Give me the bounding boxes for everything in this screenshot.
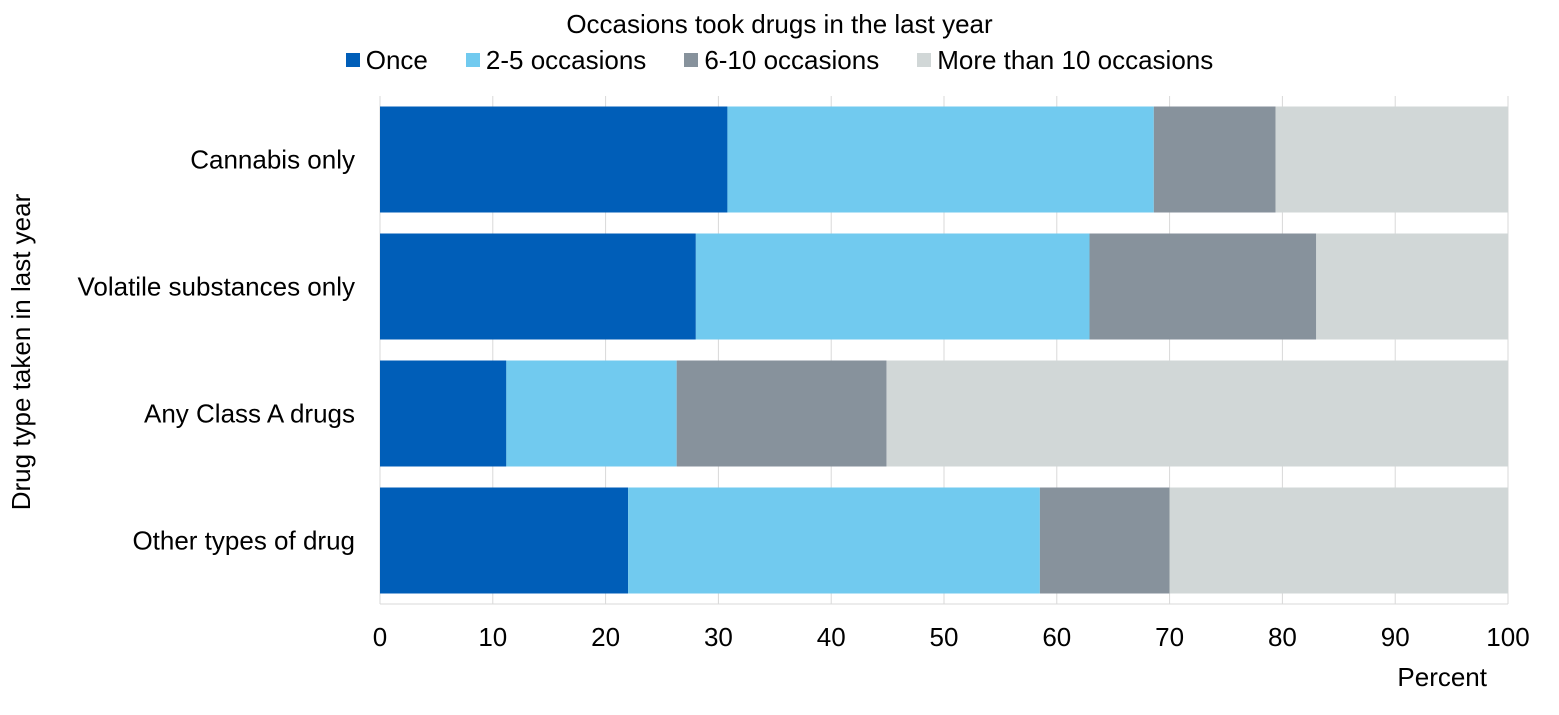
bar-segment bbox=[1039, 487, 1170, 594]
legend-item: 6-10 occasions bbox=[684, 44, 879, 76]
x-tick-label: 60 bbox=[1042, 622, 1071, 652]
x-tick-label: 40 bbox=[817, 622, 846, 652]
bar-segment bbox=[727, 106, 1154, 213]
category-label: Other types of drug bbox=[132, 526, 355, 556]
legend-swatch bbox=[465, 53, 480, 67]
bar-segment bbox=[1275, 106, 1508, 213]
x-tick-label: 70 bbox=[1155, 622, 1184, 652]
category-label: Any Class A drugs bbox=[144, 399, 355, 429]
x-tick-label: 50 bbox=[930, 622, 959, 652]
x-tick-label: 90 bbox=[1381, 622, 1410, 652]
x-tick-label: 30 bbox=[704, 622, 733, 652]
bar-segment bbox=[695, 233, 1090, 340]
legend-title: Occasions took drugs in the last year bbox=[566, 9, 993, 39]
bar-segment bbox=[1169, 487, 1508, 594]
y-axis-label: Drug type taken in last year bbox=[6, 193, 36, 510]
legend-swatch bbox=[345, 53, 360, 67]
bar-segment bbox=[380, 233, 696, 340]
bar-segment bbox=[1089, 233, 1317, 340]
category-label: Volatile substances only bbox=[77, 272, 355, 302]
category-label: Cannabis only bbox=[190, 145, 355, 175]
legend-label: More than 10 occasions bbox=[937, 45, 1214, 75]
bar-segment bbox=[886, 360, 1508, 467]
bar-segment bbox=[1316, 233, 1508, 340]
legend: Once 2-5 occasions 6-10 occasions More than… bbox=[0, 44, 1559, 76]
legend-swatch bbox=[684, 53, 699, 67]
bar-segment bbox=[380, 360, 507, 467]
legend-swatch bbox=[917, 53, 932, 67]
bar-segment bbox=[628, 487, 1040, 594]
legend-item: Once bbox=[345, 44, 428, 76]
bar-segment bbox=[506, 360, 677, 467]
bar-segment bbox=[1153, 106, 1276, 213]
x-axis-label: Percent bbox=[1397, 662, 1487, 692]
x-tick-label: 10 bbox=[478, 622, 507, 652]
bar-segment bbox=[676, 360, 887, 467]
legend-label: 6-10 occasions bbox=[704, 45, 880, 75]
bar-segment bbox=[380, 106, 728, 213]
x-tick-label: 100 bbox=[1486, 622, 1529, 652]
legend-label: 2-5 occasions bbox=[485, 45, 647, 75]
x-tick-label: 80 bbox=[1268, 622, 1297, 652]
legend-label: Once bbox=[365, 45, 428, 75]
x-tick-label: 0 bbox=[373, 622, 387, 652]
bar-segment bbox=[380, 487, 629, 594]
legend-item: 2-5 occasions bbox=[465, 44, 647, 76]
legend-item: More than 10 occasions bbox=[917, 44, 1213, 76]
x-tick-label: 20 bbox=[591, 622, 620, 652]
